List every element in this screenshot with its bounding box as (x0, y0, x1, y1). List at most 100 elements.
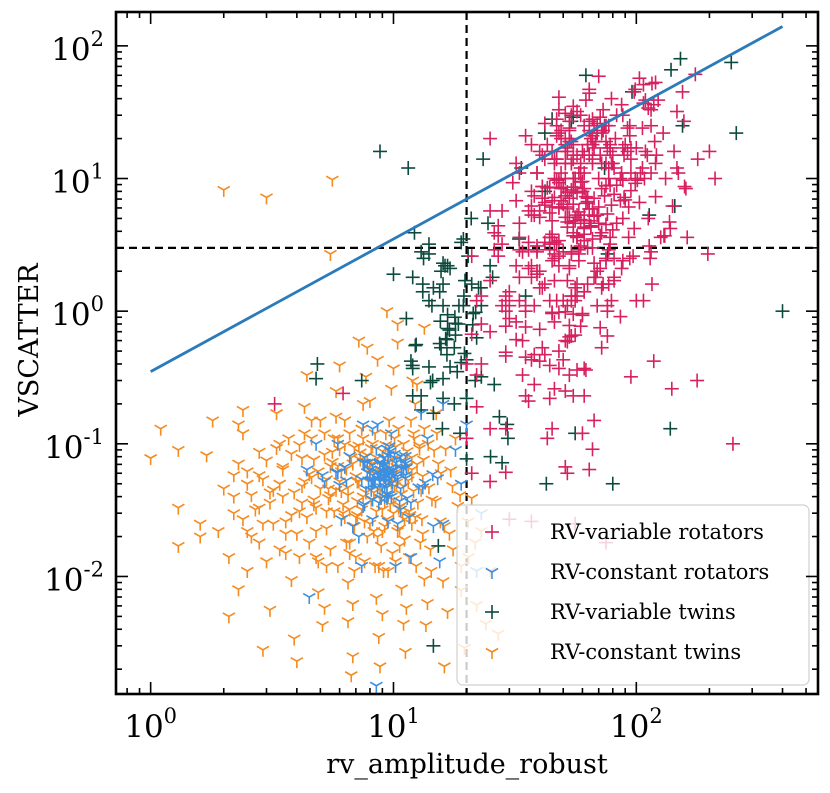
point-rv-variable-twins (487, 377, 502, 392)
point-rv-variable-rotators (560, 466, 575, 481)
point-rv-constant-twins (260, 193, 273, 205)
point-rv-constant-twins (318, 450, 332, 462)
point-rv-constant-twins (360, 343, 374, 355)
point-rv-constant-twins (307, 455, 321, 467)
point-rv-variable-twins (448, 328, 463, 343)
point-rv-variable-rotators (483, 324, 498, 339)
point-rv-variable-rotators (560, 185, 575, 200)
point-rv-variable-rotators (608, 131, 623, 146)
point-rv-constant-twins (309, 503, 323, 515)
point-rv-variable-rotators (512, 216, 527, 231)
point-rv-variable-twins (775, 304, 790, 319)
point-rv-variable-rotators (464, 327, 479, 342)
point-rv-constant-twins (420, 598, 434, 611)
point-rv-variable-rotators (615, 253, 630, 268)
point-rv-variable-rotators (638, 144, 653, 159)
point-rv-constant-twins (391, 338, 405, 350)
point-rv-constant-twins (236, 429, 250, 441)
point-rv-variable-rotators (459, 356, 474, 371)
point-rv-constant-rotators (356, 501, 370, 513)
point-rv-variable-rotators (590, 208, 605, 223)
data-points (144, 51, 790, 693)
point-rv-constant-twins (320, 561, 334, 573)
point-rv-constant-twins (292, 440, 306, 452)
point-rv-constant-twins (313, 484, 327, 496)
point-rv-variable-rotators (540, 137, 555, 152)
point-rv-constant-twins (276, 492, 290, 504)
point-rv-variable-twins (399, 311, 414, 326)
point-rv-variable-rotators (487, 225, 502, 240)
point-rv-variable-rotators (483, 421, 498, 436)
point-rv-variable-rotators (509, 314, 524, 329)
point-rv-variable-twins (436, 371, 451, 386)
point-rv-constant-twins (320, 507, 334, 519)
point-rv-constant-twins (372, 561, 386, 573)
point-rv-constant-twins (154, 424, 168, 436)
point-rv-constant-twins (397, 535, 411, 547)
point-rv-constant-rotators (391, 519, 405, 531)
point-rv-variable-rotators (653, 230, 668, 245)
point-rv-constant-twins (273, 439, 287, 451)
point-rv-variable-twins (459, 391, 474, 406)
point-rv-variable-rotators (267, 396, 282, 411)
point-rv-constant-twins (385, 548, 399, 561)
point-rv-variable-rotators (530, 238, 545, 253)
point-rv-constant-twins (270, 443, 284, 455)
point-rv-constant-rotators (426, 521, 440, 534)
point-rv-variable-rotators (524, 352, 539, 367)
point-rv-variable-twins (466, 306, 481, 321)
point-rv-variable-rotators (542, 391, 557, 406)
point-rv-constant-rotators (366, 515, 380, 527)
point-rv-variable-rotators (512, 242, 527, 257)
point-rv-constant-twins (398, 647, 412, 659)
point-rv-variable-rotators (658, 171, 673, 186)
point-rv-constant-twins (217, 484, 231, 496)
point-rv-variable-rotators (515, 368, 530, 383)
point-rv-constant-rotators (358, 453, 372, 465)
point-rv-constant-rotators (448, 445, 462, 457)
point-rv-variable-rotators (600, 298, 615, 313)
point-rv-variable-rotators (498, 319, 513, 334)
point-rv-constant-twins (256, 519, 270, 531)
point-rv-variable-rotators (617, 190, 632, 205)
point-rv-variable-rotators (593, 320, 608, 335)
point-rv-variable-rotators (614, 97, 629, 112)
point-rv-variable-rotators (551, 258, 566, 273)
point-rv-constant-rotators (356, 420, 370, 432)
point-rv-variable-rotators (551, 90, 566, 105)
point-rv-variable-twins (436, 298, 451, 313)
point-rv-constant-twins (329, 412, 343, 424)
point-rv-constant-rotators (333, 480, 347, 492)
point-rv-variable-twins (468, 373, 483, 388)
point-rv-variable-twins (434, 340, 449, 355)
point-rv-variable-twins (309, 371, 324, 386)
point-rv-variable-rotators (547, 273, 562, 288)
point-rv-variable-rotators (562, 121, 577, 136)
point-rv-variable-twins (438, 331, 453, 346)
point-rv-variable-rotators (547, 314, 562, 329)
point-rv-variable-rotators (580, 137, 595, 152)
point-rv-constant-rotators (402, 512, 416, 525)
point-rv-variable-rotators (708, 171, 723, 186)
point-rv-variable-rotators (527, 208, 542, 223)
point-rv-variable-rotators (570, 148, 585, 163)
point-rv-variable-rotators (601, 242, 616, 257)
point-rv-variable-rotators (614, 261, 629, 276)
point-rv-variable-rotators (547, 381, 562, 396)
point-rv-constant-twins (356, 399, 370, 411)
point-rv-constant-twins (276, 462, 290, 474)
point-rv-constant-twins (415, 515, 429, 527)
point-rv-constant-twins (352, 336, 366, 348)
point-rv-constant-twins (453, 490, 467, 503)
point-rv-variable-rotators (535, 280, 550, 295)
point-rv-constant-twins (363, 396, 377, 409)
point-rv-variable-twins (431, 538, 446, 553)
point-rv-variable-rotators (604, 91, 619, 106)
point-rv-variable-twins (440, 307, 455, 322)
point-rv-constant-twins (279, 529, 293, 541)
point-rv-variable-twins (414, 244, 429, 259)
point-rv-variable-rotators (518, 128, 533, 143)
point-rv-variable-rotators (564, 244, 579, 259)
point-rv-constant-twins (240, 467, 254, 479)
point-rv-variable-rotators (648, 189, 663, 204)
